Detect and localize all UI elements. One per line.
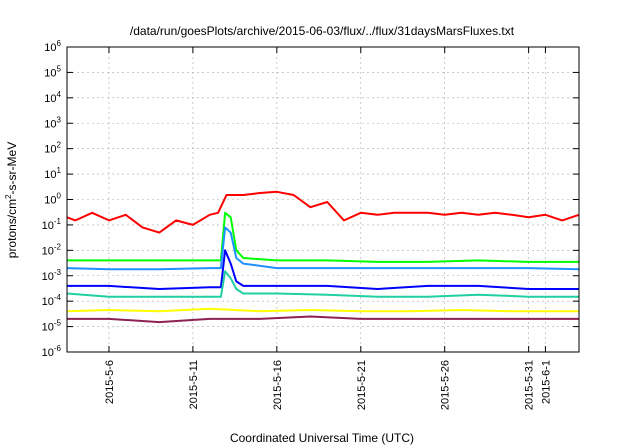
y-tick-label: 10-5: [42, 319, 62, 334]
y-tick-exponent: -1: [54, 217, 62, 226]
chart-title: /data/run/goesPlots/archive/2015-06-03/f…: [130, 24, 515, 38]
grid: [67, 47, 579, 352]
y-tick-base: 10: [42, 220, 54, 232]
y-tick-exponent: 0: [57, 192, 62, 201]
y-tick-label: 10-2: [42, 242, 62, 257]
y-tick-base: 10: [44, 195, 56, 207]
x-tick-label: 2015-5-6: [104, 360, 116, 404]
y-tick-label: 104: [44, 90, 61, 105]
y-tick-exponent: 2: [57, 141, 62, 150]
y-tick-exponent: 5: [57, 64, 62, 73]
y-tick-exponent: -3: [54, 268, 62, 277]
y-tick-base: 10: [42, 245, 54, 257]
y-tick-label: 102: [44, 141, 61, 156]
y-axis-label-rest: -s-sr-MeV: [5, 142, 19, 195]
y-tick-label: 100: [44, 192, 61, 207]
x-tick-label: 2015-5-31: [524, 360, 536, 410]
y-tick-exponent: 1: [57, 166, 62, 175]
y-tick-exponent: 6: [57, 39, 62, 48]
series-line-1: [66, 190, 580, 234]
x-tick-label: 2015-5-26: [440, 360, 452, 410]
x-tick-label: 2015-5-16: [272, 360, 284, 410]
y-tick-base: 10: [44, 144, 56, 156]
y-tick-base: 10: [42, 296, 54, 308]
x-axis: 2015-5-6 2015-5-11 2015-5-16 2015-5-21 2015-…: [104, 47, 552, 410]
series-line-3: [66, 226, 580, 271]
y-axis: 10-610-510-410-310-210-11001011021031041…: [42, 39, 579, 359]
series-line-7: [67, 315, 579, 324]
x-axis-label: Coordinated Universal Time (UTC): [230, 431, 414, 445]
y-axis-label-exponent: 2: [4, 194, 13, 199]
y-tick-base: 10: [44, 169, 56, 181]
series-line-4: [67, 249, 579, 290]
y-tick-base: 10: [42, 322, 54, 334]
y-tick-base: 10: [44, 67, 56, 79]
series-line-5: [66, 270, 579, 298]
series-line-2: [67, 211, 579, 263]
x-tick-label: 2015-5-21: [356, 360, 368, 410]
y-tick-base: 10: [44, 118, 56, 130]
y-tick-label: 10-1: [42, 217, 62, 232]
y-tick-base: 10: [42, 347, 54, 359]
y-tick-label: 10-6: [42, 344, 62, 359]
y-axis-label-main: protons/cm: [5, 199, 19, 258]
y-tick-label: 103: [44, 115, 61, 130]
y-tick-label: 10-4: [42, 293, 62, 308]
y-tick-exponent: 3: [57, 115, 62, 124]
y-tick-label: 106: [44, 39, 61, 54]
y-tick-base: 10: [44, 42, 56, 54]
y-tick-base: 10: [44, 93, 56, 105]
series-group: [66, 190, 580, 324]
y-tick-label: 101: [44, 166, 61, 181]
x-tick-label: 2015-6-1: [540, 360, 552, 404]
x-tick-label: 2015-5-11: [188, 360, 200, 409]
y-tick-label: 10-3: [42, 268, 62, 283]
y-tick-exponent: -2: [54, 242, 62, 251]
y-tick-label: 105: [44, 64, 61, 79]
series-line-6: [66, 307, 579, 313]
y-axis-label: protons/cm2-s-sr-MeV: [4, 142, 19, 258]
y-tick-exponent: -4: [54, 293, 62, 302]
y-tick-base: 10: [42, 271, 54, 283]
y-tick-exponent: -6: [54, 344, 62, 353]
y-tick-exponent: 4: [57, 90, 62, 99]
y-tick-exponent: -5: [54, 319, 62, 328]
